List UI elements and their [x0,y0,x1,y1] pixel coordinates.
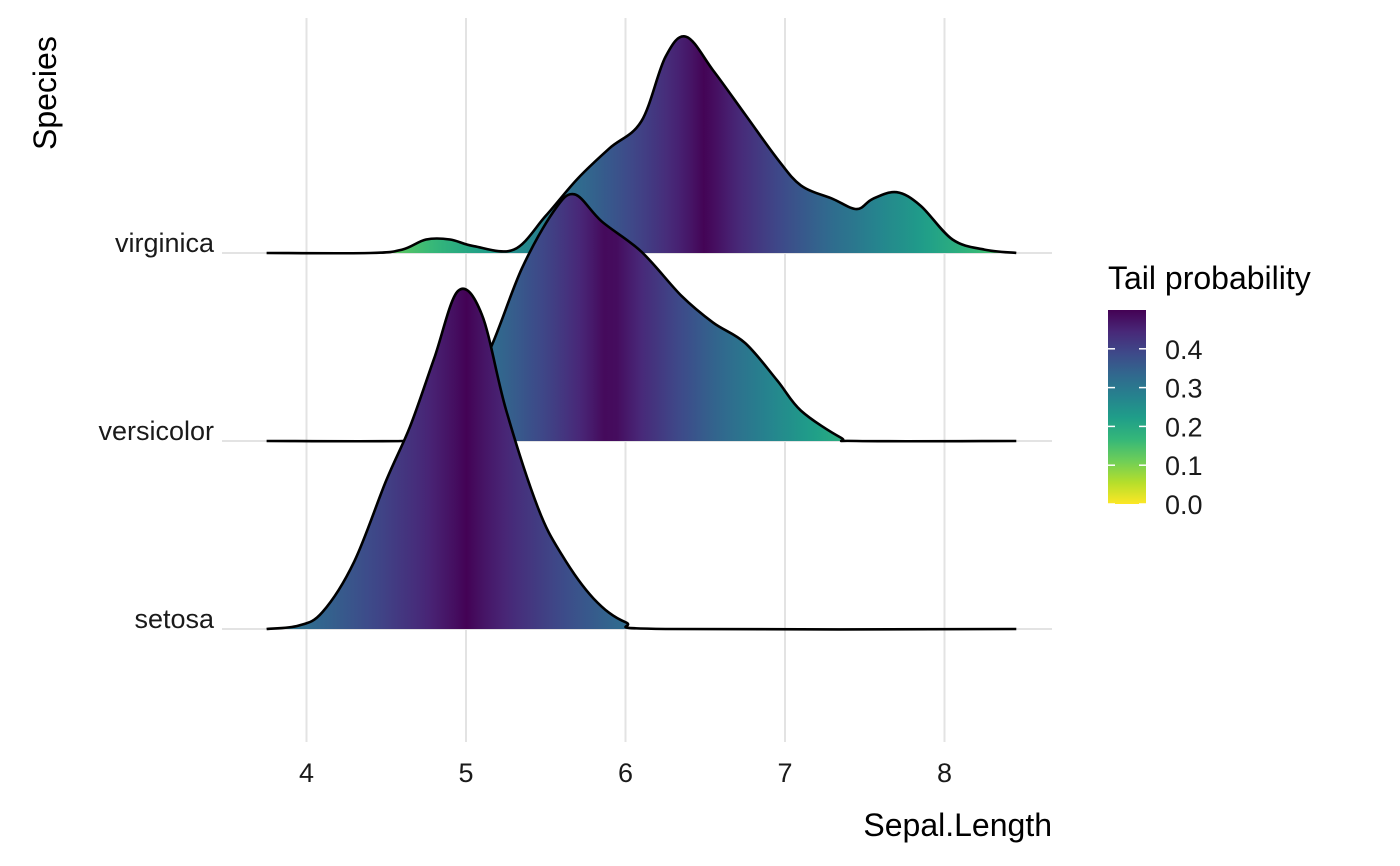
y-tick-label-setosa: setosa [134,604,215,634]
y-tick-labels: virginica versicolor setosa [98,228,215,634]
ridge-fill-versicolor [266,194,1017,442]
legend-tick-label-0.3: 0.3 [1165,374,1203,404]
ridge-outline-setosa [266,287,1017,631]
ridge-setosa [266,287,1017,631]
legend-colorbar [1108,310,1146,504]
x-tick-label-6: 6 [618,758,633,788]
x-tick-label-7: 7 [777,758,792,788]
ridge-virginica [266,35,1017,255]
x-tick-labels: 4 5 6 7 8 [299,758,952,788]
legend-tick-label-0.0: 0.0 [1165,490,1203,520]
y-axis-title: Species [27,36,63,150]
legend-title: Tail probability [1108,260,1311,296]
x-axis-title: Sepal.Length [863,807,1052,843]
legend-tick-label-0.2: 0.2 [1165,412,1203,442]
x-tick-label-5: 5 [458,758,473,788]
ridges [266,35,1017,631]
ridge-fill-setosa [266,288,1017,630]
y-tick-label-versicolor: versicolor [98,416,214,446]
x-tick-label-4: 4 [299,758,314,788]
ridge-fill-virginica [266,36,1017,254]
ridge-outline-virginica [266,35,1017,255]
legend-ticks: 0.0 0.1 0.2 0.3 0.4 [1108,335,1203,520]
legend: Tail probability 0.0 0.1 0.2 0.3 0.4 [1108,260,1311,520]
x-tick-label-8: 8 [937,758,952,788]
legend-tick-label-0.1: 0.1 [1165,451,1203,481]
y-tick-label-virginica: virginica [115,228,215,258]
legend-tick-label-0.4: 0.4 [1165,335,1203,365]
